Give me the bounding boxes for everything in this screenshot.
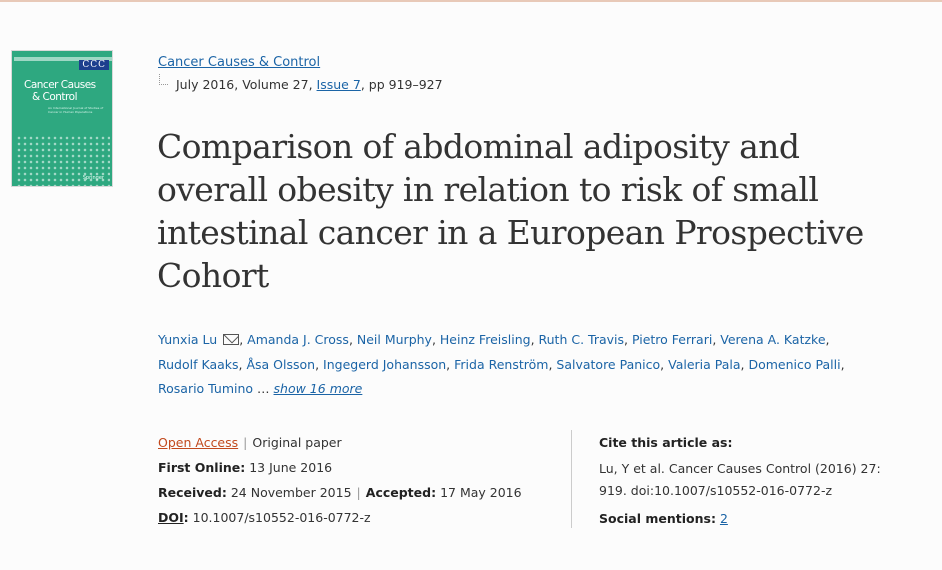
author-link[interactable]: Frida Renström	[454, 356, 549, 372]
doi-row: DOI: 10.1007/s10552-016-0772-z	[158, 510, 371, 525]
author-link[interactable]: Rosario Tumino	[158, 381, 254, 396]
cover-title-line2: & Control	[32, 91, 77, 103]
author-list: Yunxia Lu , Amanda J. Cross, Neil Murphy…	[158, 332, 845, 396]
cover-pattern	[16, 135, 110, 186]
email-icon[interactable]	[223, 334, 240, 345]
cover-logo: CCC	[79, 60, 109, 70]
social-mentions-count[interactable]: 2	[719, 511, 728, 526]
accepted-date: 17 May 2016	[440, 485, 522, 500]
cite-text: Lu, Y et al. Cancer Causes Control (2016…	[599, 461, 881, 498]
author-link[interactable]: Ruth C. Travis	[538, 332, 625, 347]
first-online-label: First Online:	[158, 460, 246, 475]
cover-title-line1: Cancer Causes	[24, 79, 96, 91]
show-more-authors-link[interactable]: show 16 more	[273, 381, 363, 396]
author-link[interactable]: Neil Murphy	[356, 332, 432, 347]
author-link[interactable]: Ingegerd Johansson	[323, 356, 447, 372]
author-ellipsis: …	[257, 381, 270, 396]
doi-value: 10.1007/s10552-016-0772-z	[192, 510, 371, 525]
tree-connector	[159, 74, 168, 85]
cover-header-strip	[14, 57, 112, 61]
article-type: Original paper	[252, 435, 342, 450]
author-link[interactable]: Yunxia Lu	[158, 332, 218, 347]
journal-cover[interactable]: CCC Cancer Causes & Control An Internati…	[11, 50, 113, 187]
author-link[interactable]: Pietro Ferrari	[631, 332, 713, 347]
open-access-badge[interactable]: Open Access	[158, 435, 239, 450]
accepted-label: Accepted:	[365, 485, 437, 500]
author-link[interactable]: Valeria Pala	[668, 356, 741, 372]
column-divider	[571, 430, 572, 528]
journal-link[interactable]: Cancer Causes & Control	[158, 55, 321, 70]
received-date: 24 November 2015	[230, 485, 352, 500]
article-title: Comparison of abdominal adiposity and ov…	[157, 127, 864, 295]
cite-label: Cite this article as:	[599, 435, 733, 450]
dates-row: Received: 24 November 2015 | Accepted: 17 …	[158, 485, 522, 500]
issue-info: July 2016, Volume 27, Issue 7, pp 919–92…	[176, 77, 443, 92]
social-mentions-label: Social mentions:	[599, 511, 716, 526]
author-link[interactable]: Rudolf Kaaks	[158, 356, 239, 372]
author-link[interactable]: Domenico Palli	[748, 356, 841, 372]
cover-subtitle: An International Journal of Studies of C…	[48, 106, 104, 114]
first-online-row: First Online: 13 June 2016	[158, 458, 522, 483]
author-link[interactable]: Salvatore Panico	[556, 356, 661, 372]
first-online-date: 13 June 2016	[249, 460, 333, 475]
cover-publisher: Springer	[82, 175, 104, 181]
doi-label: DOI	[158, 510, 184, 525]
author-link[interactable]: Åsa Olsson	[246, 356, 316, 372]
author-link[interactable]: Verena A. Katzke	[720, 332, 826, 347]
author-link[interactable]: Heinz Freisling	[439, 332, 531, 347]
article-meta: Open Access | Original paper First Online:…	[158, 433, 522, 533]
received-label: Received:	[158, 485, 227, 500]
issue-link[interactable]: Issue 7	[316, 77, 361, 92]
author-link[interactable]: Amanda J. Cross	[247, 332, 349, 347]
cover-title: Cancer Causes & Control	[24, 79, 110, 103]
issue-date-volume: July 2016, Volume 27,	[176, 77, 313, 92]
issue-pages: , pp 919–927	[360, 77, 443, 92]
cite-panel: Cite this article as: Lu, Y et al. Cance…	[599, 433, 899, 528]
access-row: Open Access | Original paper	[158, 435, 342, 450]
social-mentions: Social mentions: 2	[599, 509, 899, 528]
